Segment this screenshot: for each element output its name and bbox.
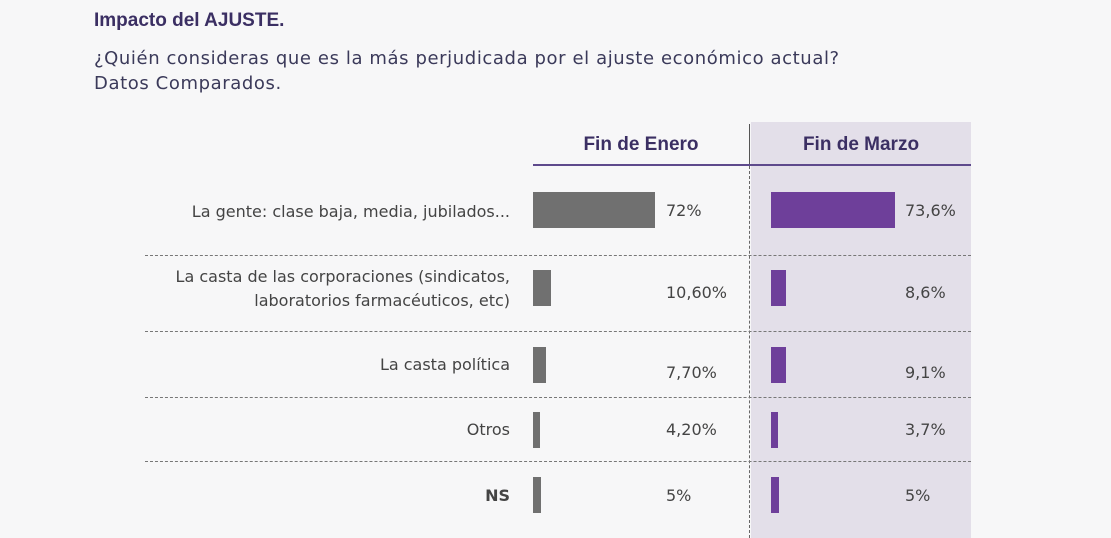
bar-enero	[533, 477, 542, 513]
bar-marzo	[771, 270, 786, 306]
value-label: 3,7%	[905, 420, 946, 439]
bar-enero	[533, 347, 546, 383]
column-header-enero: Fin de Enero	[583, 134, 699, 155]
value-label: 72%	[666, 201, 702, 220]
bar-enero	[533, 270, 551, 306]
row-separator	[145, 461, 971, 462]
bar-enero	[533, 192, 655, 228]
value-label: 9,1%	[905, 363, 946, 382]
category-label: Otros	[466, 420, 510, 439]
subtitle-line-2: Datos Comparados.	[94, 73, 282, 94]
chart-title: Impacto del AJUSTE.	[94, 10, 285, 31]
value-label: 5%	[666, 486, 692, 505]
bar-marzo	[771, 412, 778, 448]
marzo-column-background	[751, 122, 971, 538]
bar-marzo	[771, 192, 896, 228]
subtitle-line-1: ¿Quién consideras que es la más perjudic…	[94, 48, 840, 69]
value-label: 4,20%	[666, 420, 717, 439]
bar-marzo	[771, 347, 787, 383]
value-label: 73,6%	[905, 201, 956, 220]
category-label: NS	[485, 486, 510, 505]
category-label: La gente: clase baja, media, jubilados..…	[191, 202, 510, 221]
value-label: 10,60%	[666, 283, 728, 302]
value-label: 5%	[905, 486, 931, 505]
column-header-marzo: Fin de Marzo	[802, 134, 920, 155]
column-divider-dashed	[749, 166, 750, 538]
row-separator	[145, 331, 971, 332]
category-label: La casta de las corporaciones (sindicato…	[175, 267, 510, 310]
value-label: 7,70%	[666, 363, 717, 382]
value-label: 8,6%	[905, 283, 946, 302]
header-divider	[533, 164, 971, 166]
bar-marzo	[771, 477, 780, 513]
chart-subtitle: ¿Quién consideras que es la más perjudic…	[94, 46, 840, 96]
row-separator	[145, 397, 971, 398]
bar-enero	[533, 412, 541, 448]
column-divider	[749, 124, 750, 164]
category-label: La casta política	[379, 355, 510, 374]
row-separator	[145, 255, 971, 256]
